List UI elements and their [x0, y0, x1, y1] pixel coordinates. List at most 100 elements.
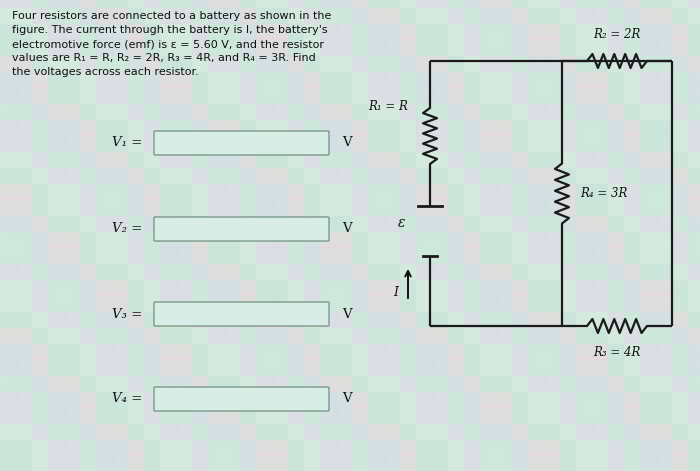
- Bar: [240, 407, 256, 423]
- Bar: [112, 343, 128, 359]
- Bar: [32, 279, 48, 295]
- Bar: [48, 135, 64, 151]
- Bar: [240, 199, 256, 215]
- Bar: [688, 199, 700, 215]
- Bar: [560, 295, 576, 311]
- Bar: [256, 439, 272, 455]
- Bar: [128, 359, 144, 375]
- Bar: [176, 199, 192, 215]
- Bar: [544, 87, 560, 103]
- Bar: [480, 327, 496, 343]
- Bar: [656, 199, 672, 215]
- Bar: [80, 183, 96, 199]
- Bar: [320, 151, 336, 167]
- Bar: [592, 71, 608, 87]
- Bar: [624, 247, 640, 263]
- Bar: [352, 423, 368, 439]
- Bar: [128, 295, 144, 311]
- Bar: [528, 407, 544, 423]
- Bar: [448, 263, 464, 279]
- Bar: [128, 0, 144, 7]
- Bar: [640, 343, 656, 359]
- Bar: [464, 23, 480, 39]
- Text: V₂ =: V₂ =: [111, 222, 142, 236]
- Bar: [336, 7, 352, 23]
- Bar: [272, 263, 288, 279]
- Bar: [416, 151, 432, 167]
- Bar: [544, 103, 560, 119]
- Bar: [352, 263, 368, 279]
- Bar: [400, 87, 416, 103]
- Bar: [496, 279, 512, 295]
- Bar: [656, 0, 672, 7]
- Bar: [608, 391, 624, 407]
- Bar: [448, 23, 464, 39]
- Bar: [544, 151, 560, 167]
- Bar: [288, 343, 304, 359]
- Bar: [320, 327, 336, 343]
- Bar: [96, 135, 112, 151]
- Bar: [48, 167, 64, 183]
- Bar: [160, 7, 176, 23]
- Bar: [304, 247, 320, 263]
- Bar: [496, 135, 512, 151]
- Bar: [0, 375, 16, 391]
- Bar: [192, 231, 208, 247]
- Bar: [224, 215, 240, 231]
- Bar: [64, 375, 80, 391]
- Bar: [32, 7, 48, 23]
- Bar: [80, 119, 96, 135]
- Bar: [304, 295, 320, 311]
- Bar: [176, 151, 192, 167]
- Bar: [64, 167, 80, 183]
- Bar: [416, 343, 432, 359]
- Bar: [672, 103, 688, 119]
- Bar: [672, 311, 688, 327]
- Bar: [32, 71, 48, 87]
- Bar: [80, 199, 96, 215]
- Bar: [288, 231, 304, 247]
- Bar: [128, 199, 144, 215]
- Bar: [384, 359, 400, 375]
- Text: R₁ = R: R₁ = R: [368, 99, 408, 113]
- Bar: [608, 87, 624, 103]
- Bar: [256, 247, 272, 263]
- Bar: [576, 119, 592, 135]
- Bar: [128, 263, 144, 279]
- Bar: [576, 455, 592, 471]
- Bar: [560, 359, 576, 375]
- Bar: [32, 455, 48, 471]
- Bar: [656, 359, 672, 375]
- Bar: [384, 231, 400, 247]
- Bar: [592, 0, 608, 7]
- Bar: [672, 247, 688, 263]
- Bar: [656, 7, 672, 23]
- Bar: [352, 39, 368, 55]
- Bar: [288, 103, 304, 119]
- Bar: [528, 279, 544, 295]
- Bar: [512, 215, 528, 231]
- Bar: [528, 311, 544, 327]
- Bar: [0, 263, 16, 279]
- Bar: [384, 375, 400, 391]
- Bar: [80, 439, 96, 455]
- Bar: [192, 7, 208, 23]
- Bar: [688, 23, 700, 39]
- Bar: [192, 279, 208, 295]
- Bar: [304, 71, 320, 87]
- Bar: [416, 103, 432, 119]
- Bar: [624, 423, 640, 439]
- Bar: [464, 55, 480, 71]
- Bar: [496, 231, 512, 247]
- Bar: [688, 359, 700, 375]
- Bar: [352, 215, 368, 231]
- Bar: [272, 199, 288, 215]
- Bar: [272, 135, 288, 151]
- Bar: [336, 327, 352, 343]
- Bar: [64, 279, 80, 295]
- Text: I: I: [393, 286, 398, 299]
- Bar: [208, 423, 224, 439]
- Bar: [64, 407, 80, 423]
- Bar: [144, 119, 160, 135]
- Bar: [0, 183, 16, 199]
